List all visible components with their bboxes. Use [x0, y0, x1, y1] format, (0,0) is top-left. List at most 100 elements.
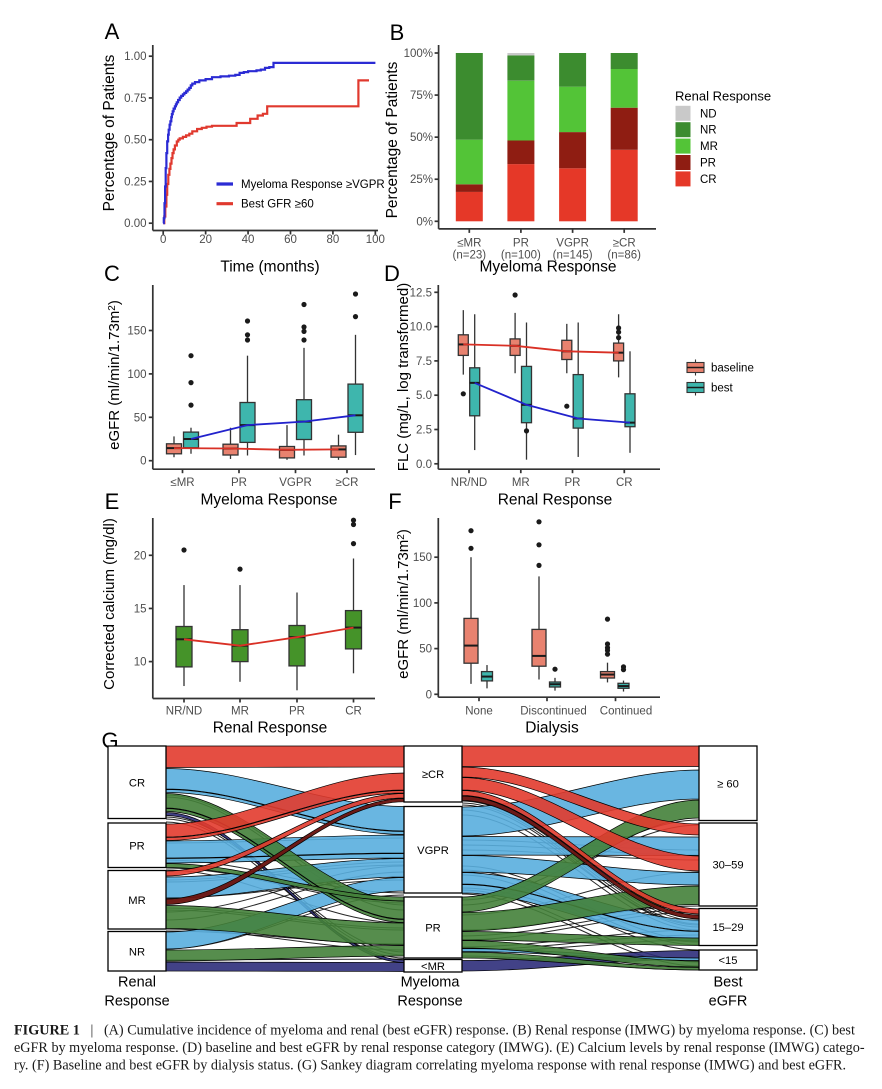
svg-text:≥CR: ≥CR — [613, 238, 636, 250]
svg-text:baseline: baseline — [711, 363, 754, 375]
svg-text:(n=145): (n=145) — [553, 250, 593, 262]
svg-text:None: None — [465, 706, 493, 718]
svg-text:MR: MR — [231, 706, 249, 718]
svg-text:F: F — [388, 489, 401, 514]
svg-text:PR: PR — [700, 158, 716, 170]
svg-text:40: 40 — [242, 234, 255, 246]
svg-text:150: 150 — [413, 552, 432, 564]
svg-text:VGPR: VGPR — [279, 477, 312, 489]
svg-text:≤MR: ≤MR — [170, 477, 194, 489]
svg-text:0.25: 0.25 — [124, 176, 146, 188]
svg-text:2.5: 2.5 — [416, 425, 432, 437]
svg-text:eGFR by myeloma response. (D): eGFR by myeloma response. (D) baseline a… — [14, 1040, 865, 1056]
svg-text:50: 50 — [419, 644, 432, 656]
svg-text:Continued: Continued — [600, 706, 652, 718]
svg-text:Discontinued: Discontinued — [520, 706, 586, 718]
svg-text:15–29: 15–29 — [712, 922, 743, 934]
svg-text:Response: Response — [397, 994, 462, 1010]
svg-text:Renal Response: Renal Response — [498, 492, 613, 509]
svg-text:12.5: 12.5 — [410, 287, 432, 299]
svg-text:Percentage of Patients: Percentage of Patients — [101, 54, 118, 211]
svg-text:ry. (F) Baseline and best eGFR: ry. (F) Baseline and best eGFR by dialys… — [14, 1058, 846, 1074]
svg-text:0%: 0% — [416, 216, 433, 228]
svg-text:100: 100 — [127, 369, 146, 381]
svg-text:20: 20 — [199, 234, 212, 246]
svg-text:VGPR: VGPR — [417, 845, 449, 857]
svg-text:0.75: 0.75 — [124, 93, 146, 105]
svg-text:5.0: 5.0 — [416, 390, 432, 402]
svg-text:PR: PR — [513, 238, 529, 250]
svg-text:30–59: 30–59 — [712, 860, 743, 872]
svg-text:NR: NR — [129, 946, 145, 958]
svg-text:C: C — [104, 261, 120, 286]
svg-text:0.0: 0.0 — [416, 459, 432, 471]
svg-text:ND: ND — [700, 108, 717, 120]
svg-text:100%: 100% — [404, 48, 433, 60]
svg-text:0.50: 0.50 — [124, 135, 146, 147]
svg-text:MR: MR — [700, 141, 718, 153]
svg-text:≥ 60: ≥ 60 — [717, 778, 739, 790]
svg-text:Myeloma Response ≥VGPR: Myeloma Response ≥VGPR — [241, 179, 385, 191]
svg-text:CR: CR — [700, 174, 717, 186]
svg-text:7.5: 7.5 — [416, 356, 432, 368]
svg-text:NR/ND: NR/ND — [166, 706, 202, 718]
svg-text:0: 0 — [160, 234, 166, 246]
svg-text:100: 100 — [413, 598, 432, 610]
svg-text:eGFR: eGFR — [709, 994, 748, 1010]
svg-text:10.0: 10.0 — [410, 322, 432, 334]
svg-text:A: A — [105, 19, 120, 44]
svg-text:Best GFR ≥60: Best GFR ≥60 — [241, 199, 314, 211]
svg-text:VGPR: VGPR — [556, 238, 589, 250]
svg-text:Response: Response — [104, 994, 169, 1010]
svg-text:150: 150 — [127, 326, 146, 338]
svg-text:Renal: Renal — [118, 975, 156, 991]
svg-text:PR: PR — [231, 477, 247, 489]
svg-text:1.00: 1.00 — [124, 51, 146, 63]
svg-text:eGFR (ml/min/1.73m2): eGFR (ml/min/1.73m2) — [106, 300, 123, 450]
svg-text:(n=86): (n=86) — [607, 250, 641, 262]
svg-text:Renal Response: Renal Response — [675, 89, 771, 104]
svg-text:FIGURE 1 | (A) Cumulative: FIGURE 1 | (A) Cumulative incidence of m… — [14, 1023, 855, 1039]
svg-text:≤MR: ≤MR — [457, 238, 481, 250]
svg-text:Myeloma Response: Myeloma Response — [480, 259, 617, 276]
svg-text:PR: PR — [289, 706, 305, 718]
svg-text:50%: 50% — [410, 132, 433, 144]
svg-text:eGFR (ml/min/1.73m2): eGFR (ml/min/1.73m2) — [395, 529, 412, 679]
svg-text:75%: 75% — [410, 90, 433, 102]
svg-text:0.00: 0.00 — [124, 218, 146, 230]
svg-text:D: D — [384, 261, 400, 286]
svg-text:15: 15 — [134, 603, 147, 615]
svg-text:CR: CR — [129, 777, 145, 789]
svg-text:MR: MR — [512, 477, 530, 489]
svg-text:Myeloma Response: Myeloma Response — [201, 492, 338, 509]
svg-text:Percentage of Patients: Percentage of Patients — [384, 61, 401, 218]
svg-text:≥CR: ≥CR — [336, 477, 359, 489]
svg-text:PR: PR — [565, 477, 581, 489]
svg-text:Myeloma: Myeloma — [401, 975, 461, 991]
svg-text:100: 100 — [366, 234, 385, 246]
svg-text:≥CR: ≥CR — [422, 769, 444, 781]
svg-text:<MR: <MR — [421, 961, 445, 973]
svg-text:60: 60 — [284, 234, 297, 246]
svg-text:25%: 25% — [410, 174, 433, 186]
svg-text:10: 10 — [134, 657, 147, 669]
svg-text:(n=100): (n=100) — [501, 250, 541, 262]
svg-text:Corrected calcium (mg/dl): Corrected calcium (mg/dl) — [101, 518, 118, 690]
svg-text:0: 0 — [426, 689, 432, 701]
svg-text:Best: Best — [713, 975, 742, 991]
svg-text:PR: PR — [129, 840, 145, 852]
svg-text:NR: NR — [700, 125, 717, 137]
svg-text:0: 0 — [140, 456, 146, 468]
svg-text:50: 50 — [134, 412, 147, 424]
svg-text:80: 80 — [327, 234, 340, 246]
svg-text:NR/ND: NR/ND — [451, 477, 487, 489]
svg-text:Renal Response: Renal Response — [213, 720, 328, 737]
svg-text:Dialysis: Dialysis — [525, 720, 579, 737]
svg-text:best: best — [711, 383, 734, 395]
svg-text:PR: PR — [425, 923, 441, 935]
svg-text:E: E — [105, 489, 120, 514]
svg-text:<15: <15 — [719, 955, 738, 967]
svg-text:(n=23): (n=23) — [453, 250, 487, 262]
svg-text:MR: MR — [128, 895, 145, 907]
svg-text:CR: CR — [616, 477, 633, 489]
